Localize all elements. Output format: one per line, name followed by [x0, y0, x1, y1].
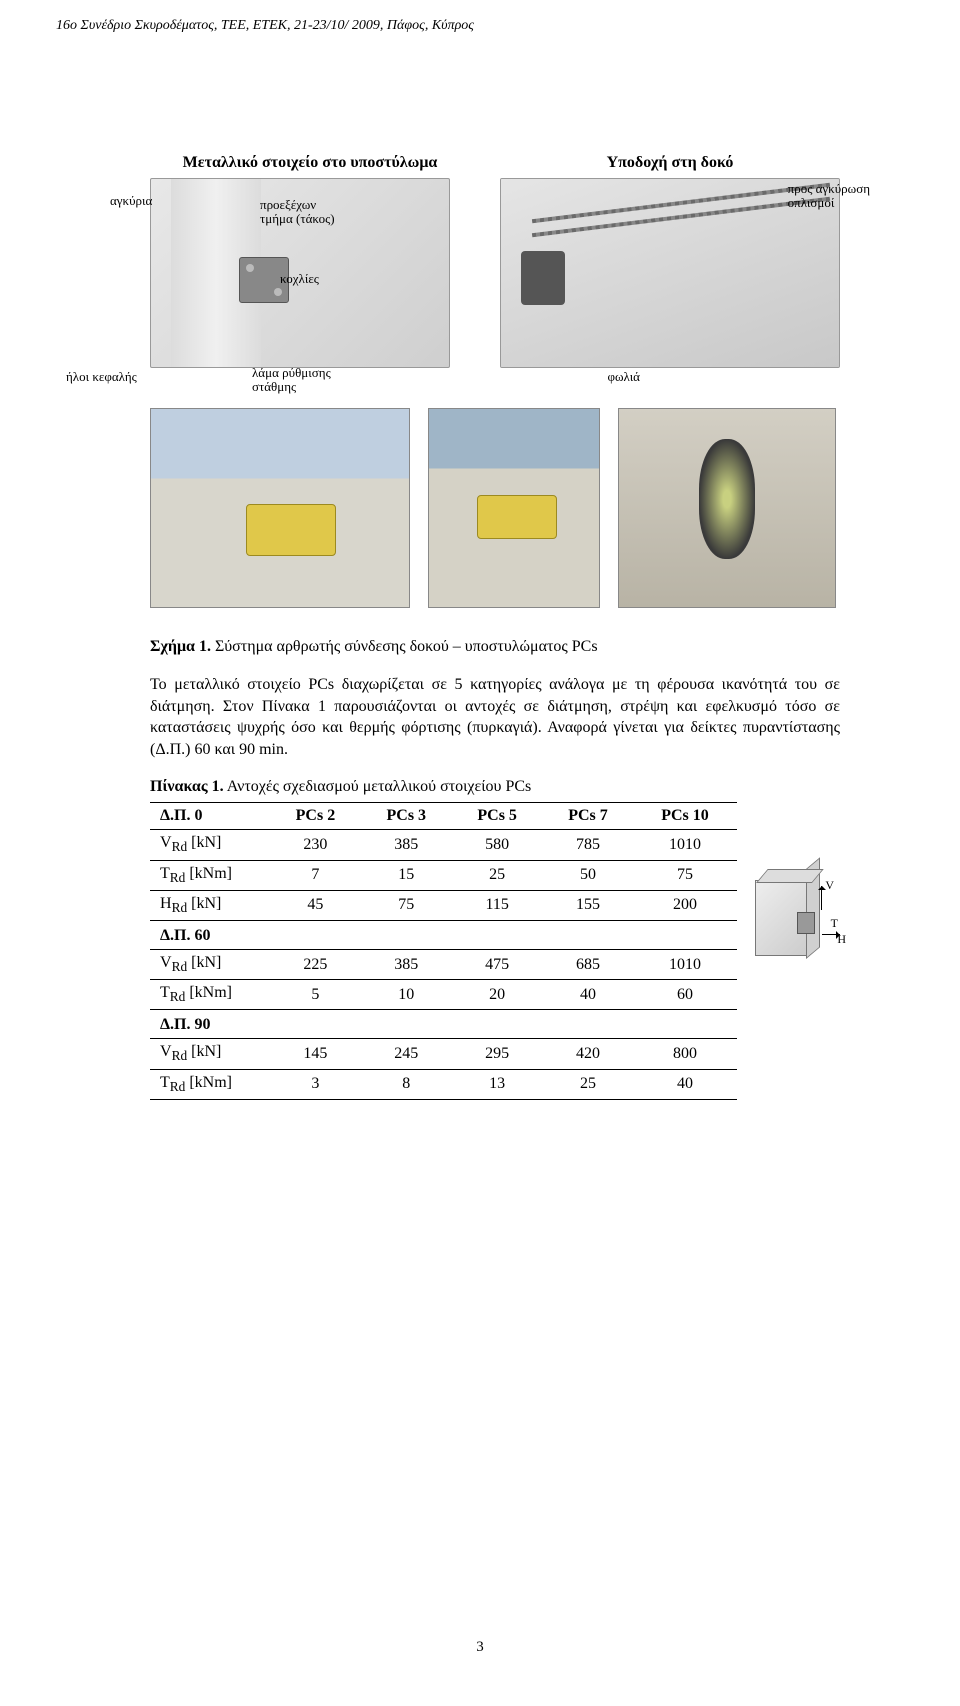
- table-cell: 800: [633, 1039, 736, 1069]
- axis-label-v: V: [825, 878, 834, 893]
- table-cell: 475: [452, 949, 543, 979]
- label-level-plate: λάμα ρύθμισης στάθμης: [252, 366, 331, 395]
- socket-shape: [521, 251, 565, 305]
- table-row: TRd [kNm]38132540: [150, 1069, 737, 1099]
- page-content: Μεταλλικό στοιχείο στο υποστύλωμα αγκύρι…: [0, 34, 960, 1100]
- label-bolts: κοχλίες: [280, 272, 319, 286]
- table-cell: 8: [361, 1069, 452, 1099]
- table-cell: 60: [633, 980, 736, 1010]
- table-row-label: VRd [kN]: [150, 1039, 270, 1069]
- table-header-cell: PCs 3: [361, 803, 452, 830]
- table-cell: 20: [452, 980, 543, 1010]
- diagram-right-title: Υποδοχή στη δοκό: [500, 154, 840, 172]
- table-row-label: VRd [kN]: [150, 830, 270, 860]
- table-cell: 295: [452, 1039, 543, 1069]
- label-socket: φωλιά: [607, 370, 640, 384]
- table-caption-text: Αντοχές σχεδιασμού μεταλλικού στοιχείου …: [224, 778, 532, 795]
- axis-label-t: T: [831, 916, 838, 931]
- table-header-cell: Δ.Π. 0: [150, 803, 270, 830]
- diagram-row: Μεταλλικό στοιχείο στο υποστύλωμα αγκύρι…: [150, 154, 840, 368]
- figure-caption-bold: Σχήμα 1.: [150, 638, 211, 655]
- table-header-cell: PCs 7: [543, 803, 634, 830]
- table-cell: 785: [543, 830, 634, 860]
- paragraph-body: Το μεταλλικό στοιχείο PCs διαχωρίζεται σ…: [150, 674, 840, 760]
- table-cell: 200: [633, 890, 736, 920]
- photo-beam-socket: [618, 408, 836, 608]
- connector-block-icon: [477, 495, 557, 539]
- table-cell: 75: [361, 890, 452, 920]
- table-cell: 1010: [633, 830, 736, 860]
- table-row: VRd [kN]2303855807851010: [150, 830, 737, 860]
- table-cell: 40: [633, 1069, 736, 1099]
- table-row: TRd [kNm]510204060: [150, 980, 737, 1010]
- design-strength-table: Δ.Π. 0PCs 2PCs 3PCs 5PCs 7PCs 10 VRd [kN…: [150, 802, 737, 1099]
- table-row-label: VRd [kN]: [150, 949, 270, 979]
- table-header-row: Δ.Π. 0PCs 2PCs 3PCs 5PCs 7PCs 10: [150, 803, 737, 830]
- table-cell: 145: [270, 1039, 361, 1069]
- table-cell: 685: [543, 949, 634, 979]
- table-cell: 10: [361, 980, 452, 1010]
- diagram-left-panel: Μεταλλικό στοιχείο στο υποστύλωμα αγκύρι…: [150, 154, 450, 368]
- table-cell: 75: [633, 860, 736, 890]
- connector-block-icon: [246, 504, 336, 556]
- label-protruding: προεξέχων τμήμα (τάκος): [260, 198, 335, 227]
- table-cell: 245: [361, 1039, 452, 1069]
- running-header: 16ο Συνέδριο Σκυροδέματος, ΤΕΕ, ΕΤΕΚ, 21…: [0, 0, 960, 34]
- table-cell: 5: [270, 980, 361, 1010]
- table-caption-bold: Πίνακας 1.: [150, 778, 224, 795]
- table-wrap: Δ.Π. 0PCs 2PCs 3PCs 5PCs 7PCs 10 VRd [kN…: [150, 802, 840, 1099]
- table-row: TRd [kNm]715255075: [150, 860, 737, 890]
- page-number: 3: [0, 1639, 960, 1656]
- table-cell: 15: [361, 860, 452, 890]
- figure-caption-text: Σύστημα αρθρωτής σύνδεσης δοκού – υποστυ…: [211, 638, 598, 655]
- table-row-label: TRd [kNm]: [150, 1069, 270, 1099]
- table-row: HRd [kN]4575115155200: [150, 890, 737, 920]
- photo-column-connector-1: [150, 408, 410, 608]
- table-cell: 385: [361, 949, 452, 979]
- table-cell: 13: [452, 1069, 543, 1099]
- axis-label-h: H: [837, 932, 846, 947]
- table-cell: 25: [452, 860, 543, 890]
- label-head-studs: ήλοι κεφαλής: [66, 370, 137, 384]
- table-cell: 45: [270, 890, 361, 920]
- table-cell: 115: [452, 890, 543, 920]
- table-row: VRd [kN]2253854756851010: [150, 949, 737, 979]
- photo-row: [150, 408, 840, 608]
- table-header-cell: PCs 10: [633, 803, 736, 830]
- table-cell: 230: [270, 830, 361, 860]
- table-row: VRd [kN]145245295420800: [150, 1039, 737, 1069]
- table-cell: 420: [543, 1039, 634, 1069]
- table-row-label: TRd [kNm]: [150, 980, 270, 1010]
- socket-hole-icon: [699, 439, 755, 559]
- axis-diagram: V T H: [751, 872, 840, 982]
- diagram-left-title: Μεταλλικό στοιχείο στο υποστύλωμα: [170, 154, 450, 172]
- table-cell: 7: [270, 860, 361, 890]
- figure-caption: Σχήμα 1. Σύστημα αρθρωτής σύνδεσης δοκού…: [150, 638, 840, 656]
- table-row-label: TRd [kNm]: [150, 860, 270, 890]
- table-header-cell: PCs 2: [270, 803, 361, 830]
- diagram-right-panel: Υποδοχή στη δοκό προς αγκύρωση οπλισμοί …: [500, 154, 840, 368]
- table-section-head: Δ.Π. 90: [150, 1010, 737, 1039]
- table-row-label: HRd [kN]: [150, 890, 270, 920]
- table-caption: Πίνακας 1. Αντοχές σχεδιασμού μεταλλικού…: [150, 778, 840, 796]
- table-cell: 1010: [633, 949, 736, 979]
- table-cell: 580: [452, 830, 543, 860]
- photo-column-connector-2: [428, 408, 600, 608]
- table-cell: 25: [543, 1069, 634, 1099]
- label-anchors: αγκύρια: [110, 194, 152, 208]
- table-cell: 40: [543, 980, 634, 1010]
- table-cell: 3: [270, 1069, 361, 1099]
- table-cell: 155: [543, 890, 634, 920]
- table-cell: 225: [270, 949, 361, 979]
- table-section-head: Δ.Π. 60: [150, 920, 737, 949]
- arrow-v-icon: [821, 886, 822, 910]
- table-header-cell: PCs 5: [452, 803, 543, 830]
- label-rebar: προς αγκύρωση οπλισμοί: [788, 182, 870, 211]
- table-cell: 385: [361, 830, 452, 860]
- table-cell: 50: [543, 860, 634, 890]
- stub-shape: [797, 912, 815, 934]
